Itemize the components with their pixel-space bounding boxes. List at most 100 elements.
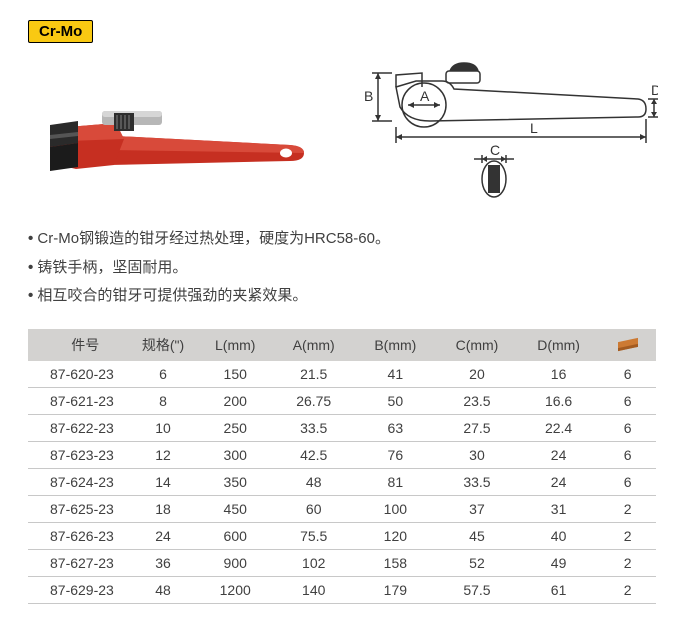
dim-label-a: A <box>420 88 430 104</box>
table-cell: 87-622-23 <box>28 414 128 441</box>
table-cell: 179 <box>355 576 437 603</box>
table-row: 87-625-23184506010037312 <box>28 495 656 522</box>
table-cell: 76 <box>355 441 437 468</box>
table-cell: 2 <box>599 549 656 576</box>
spec-table: 件号规格(")L(mm)A(mm)B(mm)C(mm)D(mm) 87-620-… <box>28 329 656 604</box>
col-part-no: 件号 <box>28 329 128 361</box>
dim-label-d: D <box>651 82 658 98</box>
table-row: 87-621-23820026.755023.516.66 <box>28 387 656 414</box>
table-cell: 49 <box>518 549 600 576</box>
table-row: 87-623-231230042.57630246 <box>28 441 656 468</box>
package-icon <box>618 337 638 350</box>
table-cell: 250 <box>198 414 273 441</box>
table-cell: 100 <box>355 495 437 522</box>
table-cell: 1200 <box>198 576 273 603</box>
feature-list: Cr-Mo钢锻造的钳牙经过热处理，硬度为HRC58-60。 铸铁手柄，坚固耐用。… <box>28 225 656 311</box>
table-cell: 57.5 <box>436 576 518 603</box>
table-cell: 36 <box>128 549 197 576</box>
table-cell: 6 <box>599 468 656 495</box>
feature-item: 铸铁手柄，坚固耐用。 <box>28 254 656 283</box>
table-cell: 150 <box>198 361 273 388</box>
col-2: L(mm) <box>198 329 273 361</box>
table-cell: 33.5 <box>436 468 518 495</box>
table-row: 87-626-232460075.512045402 <box>28 522 656 549</box>
table-cell: 23.5 <box>436 387 518 414</box>
table-cell: 81 <box>355 468 437 495</box>
table-cell: 2 <box>599 522 656 549</box>
table-cell: 158 <box>355 549 437 576</box>
figure-row: B A L D C <box>28 57 656 207</box>
table-cell: 87-626-23 <box>28 522 128 549</box>
table-cell: 6 <box>128 361 197 388</box>
table-cell: 6 <box>599 361 656 388</box>
table-cell: 120 <box>355 522 437 549</box>
product-photo <box>28 57 318 198</box>
table-cell: 50 <box>355 387 437 414</box>
col-6: D(mm) <box>518 329 600 361</box>
table-header-row: 件号规格(")L(mm)A(mm)B(mm)C(mm)D(mm) <box>28 329 656 361</box>
col-5: C(mm) <box>436 329 518 361</box>
table-cell: 900 <box>198 549 273 576</box>
table-cell: 450 <box>198 495 273 522</box>
table-cell: 87-624-23 <box>28 468 128 495</box>
table-cell: 6 <box>599 414 656 441</box>
table-cell: 21.5 <box>273 361 355 388</box>
table-cell: 87-625-23 <box>28 495 128 522</box>
col-4: B(mm) <box>355 329 437 361</box>
dimension-diagram: B A L D C <box>338 57 658 212</box>
table-cell: 22.4 <box>518 414 600 441</box>
table-cell: 87-620-23 <box>28 361 128 388</box>
table-cell: 300 <box>198 441 273 468</box>
table-cell: 75.5 <box>273 522 355 549</box>
table-cell: 45 <box>436 522 518 549</box>
feature-item: Cr-Mo钢锻造的钳牙经过热处理，硬度为HRC58-60。 <box>28 225 656 254</box>
table-cell: 87-621-23 <box>28 387 128 414</box>
col-1: 规格(") <box>128 329 197 361</box>
table-cell: 200 <box>198 387 273 414</box>
table-cell: 14 <box>128 468 197 495</box>
table-cell: 87-627-23 <box>28 549 128 576</box>
table-cell: 2 <box>599 576 656 603</box>
col-3: A(mm) <box>273 329 355 361</box>
table-cell: 33.5 <box>273 414 355 441</box>
table-cell: 18 <box>128 495 197 522</box>
table-cell: 24 <box>128 522 197 549</box>
dim-label-l: L <box>530 120 538 136</box>
feature-item: 相互咬合的钳牙可提供强劲的夹紧效果。 <box>28 282 656 311</box>
table-cell: 102 <box>273 549 355 576</box>
table-cell: 8 <box>128 387 197 414</box>
table-cell: 24 <box>518 468 600 495</box>
col-7 <box>599 329 656 361</box>
dim-label-b: B <box>364 88 373 104</box>
table-row: 87-624-2314350488133.5246 <box>28 468 656 495</box>
table-row: 87-629-2348120014017957.5612 <box>28 576 656 603</box>
table-cell: 41 <box>355 361 437 388</box>
table-cell: 24 <box>518 441 600 468</box>
table-cell: 31 <box>518 495 600 522</box>
table-row: 87-627-233690010215852492 <box>28 549 656 576</box>
table-cell: 30 <box>436 441 518 468</box>
table-cell: 87-623-23 <box>28 441 128 468</box>
table-cell: 27.5 <box>436 414 518 441</box>
table-cell: 40 <box>518 522 600 549</box>
table-cell: 37 <box>436 495 518 522</box>
table-cell: 48 <box>128 576 197 603</box>
material-badge: Cr-Mo <box>28 20 93 43</box>
table-cell: 12 <box>128 441 197 468</box>
table-cell: 6 <box>599 441 656 468</box>
table-cell: 52 <box>436 549 518 576</box>
table-cell: 600 <box>198 522 273 549</box>
table-cell: 2 <box>599 495 656 522</box>
table-row: 87-622-231025033.56327.522.46 <box>28 414 656 441</box>
table-cell: 26.75 <box>273 387 355 414</box>
table-cell: 6 <box>599 387 656 414</box>
table-cell: 16.6 <box>518 387 600 414</box>
table-cell: 350 <box>198 468 273 495</box>
table-cell: 61 <box>518 576 600 603</box>
table-body: 87-620-23615021.5412016687-621-23820026.… <box>28 361 656 604</box>
table-cell: 42.5 <box>273 441 355 468</box>
table-cell: 16 <box>518 361 600 388</box>
table-cell: 60 <box>273 495 355 522</box>
table-cell: 140 <box>273 576 355 603</box>
table-cell: 48 <box>273 468 355 495</box>
